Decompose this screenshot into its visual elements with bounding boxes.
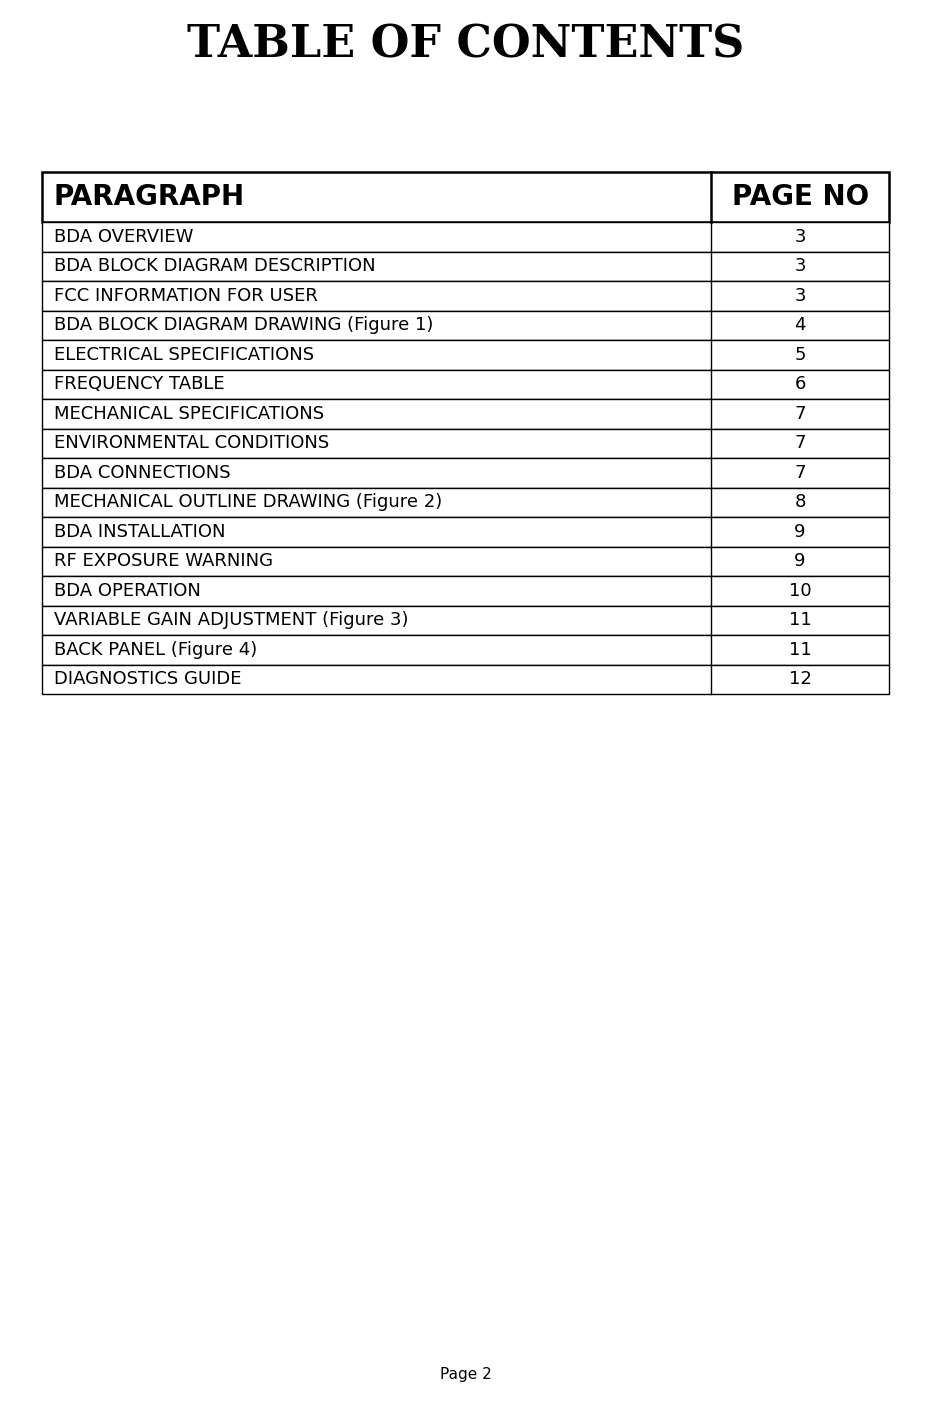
Text: PARAGRAPH: PARAGRAPH [54, 183, 245, 211]
Text: 5: 5 [794, 346, 806, 364]
Text: ENVIRONMENTAL CONDITIONS: ENVIRONMENTAL CONDITIONS [54, 434, 330, 452]
Bar [42, 665, 889, 694]
Text: 4: 4 [794, 316, 806, 334]
Text: 7: 7 [794, 464, 806, 482]
Text: 11: 11 [789, 611, 812, 629]
Text: 3: 3 [794, 228, 806, 246]
Bar [42, 340, 889, 370]
Bar [42, 606, 889, 635]
Text: FCC INFORMATION FOR USER: FCC INFORMATION FOR USER [54, 287, 317, 305]
Text: BDA BLOCK DIAGRAM DESCRIPTION: BDA BLOCK DIAGRAM DESCRIPTION [54, 257, 375, 275]
Text: 6: 6 [794, 375, 805, 393]
Bar [42, 251, 889, 281]
Text: 7: 7 [794, 405, 806, 423]
Bar [42, 399, 889, 429]
Text: BDA INSTALLATION: BDA INSTALLATION [54, 523, 225, 541]
Text: BDA OVERVIEW: BDA OVERVIEW [54, 228, 194, 246]
Text: PAGE NO: PAGE NO [732, 183, 869, 211]
Bar [42, 222, 889, 251]
Text: 10: 10 [789, 582, 812, 600]
Text: BACK PANEL (Figure 4): BACK PANEL (Figure 4) [54, 641, 257, 659]
Text: 3: 3 [794, 257, 806, 275]
Text: 9: 9 [794, 523, 806, 541]
Text: 11: 11 [789, 641, 812, 659]
Bar [42, 635, 889, 665]
Text: ELECTRICAL SPECIFICATIONS: ELECTRICAL SPECIFICATIONS [54, 346, 314, 364]
Text: MECHANICAL OUTLINE DRAWING (Figure 2): MECHANICAL OUTLINE DRAWING (Figure 2) [54, 493, 442, 511]
Bar [42, 488, 889, 517]
Bar [42, 281, 889, 311]
Text: 9: 9 [794, 552, 806, 570]
Bar [42, 429, 889, 458]
Text: 7: 7 [794, 434, 806, 452]
Text: BDA BLOCK DIAGRAM DRAWING (Figure 1): BDA BLOCK DIAGRAM DRAWING (Figure 1) [54, 316, 433, 334]
Text: VARIABLE GAIN ADJUSTMENT (Figure 3): VARIABLE GAIN ADJUSTMENT (Figure 3) [54, 611, 409, 629]
Bar [42, 171, 889, 222]
Text: Page 2: Page 2 [439, 1367, 492, 1383]
Text: MECHANICAL SPECIFICATIONS: MECHANICAL SPECIFICATIONS [54, 405, 324, 423]
Text: BDA OPERATION: BDA OPERATION [54, 582, 201, 600]
Text: RF EXPOSURE WARNING: RF EXPOSURE WARNING [54, 552, 273, 570]
Bar [42, 517, 889, 547]
Text: TABLE OF CONTENTS: TABLE OF CONTENTS [187, 24, 744, 66]
Text: 8: 8 [794, 493, 805, 511]
Text: FREQUENCY TABLE: FREQUENCY TABLE [54, 375, 224, 393]
Bar [42, 311, 889, 340]
Text: 12: 12 [789, 670, 812, 688]
Text: BDA CONNECTIONS: BDA CONNECTIONS [54, 464, 231, 482]
Bar [42, 547, 889, 576]
Text: 3: 3 [794, 287, 806, 305]
Bar [42, 370, 889, 399]
Bar [42, 458, 889, 488]
Text: DIAGNOSTICS GUIDE: DIAGNOSTICS GUIDE [54, 670, 241, 688]
Bar [42, 576, 889, 606]
